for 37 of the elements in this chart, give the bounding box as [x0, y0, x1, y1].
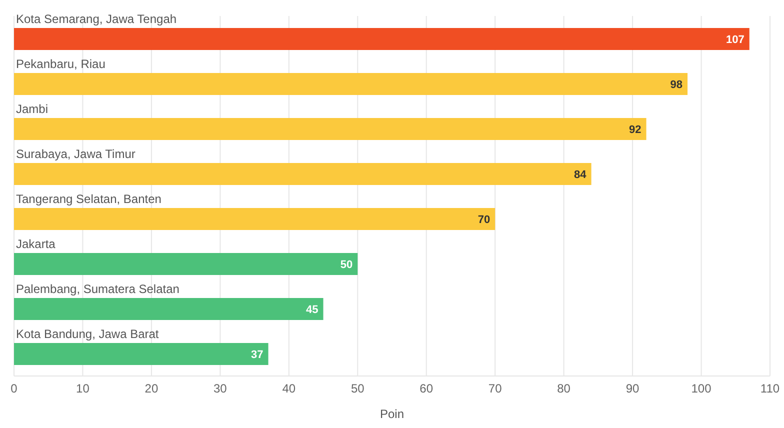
- x-tick-label: 110: [760, 382, 780, 396]
- x-tick-label: 20: [144, 382, 158, 396]
- y-tick-label: Kota Bandung, Jawa Barat: [16, 327, 160, 341]
- x-tick-label: 30: [214, 382, 228, 396]
- x-tick-label: 50: [350, 382, 365, 396]
- x-tick-label: 40: [282, 382, 296, 396]
- x-tick-label: 100: [691, 382, 712, 396]
- data-label: 45: [306, 304, 318, 316]
- y-tick-label: Jambi: [16, 102, 48, 116]
- x-axis-title: Poin: [380, 407, 404, 421]
- x-tick-label: 70: [488, 382, 502, 396]
- data-label: 92: [629, 124, 642, 136]
- data-label: 37: [251, 349, 264, 361]
- x-tick-label: 80: [557, 382, 571, 396]
- y-tick-label: Surabaya, Jawa Timur: [16, 147, 136, 161]
- bar: [14, 28, 750, 50]
- x-tick-label: 90: [626, 382, 640, 396]
- bar: [14, 118, 646, 140]
- y-tick-label: Tangerang Selatan, Banten: [16, 192, 162, 206]
- data-label: 107: [726, 34, 744, 46]
- x-tick-label: 10: [76, 382, 90, 396]
- x-tick-label: 60: [420, 382, 434, 396]
- data-label: 84: [574, 169, 588, 181]
- y-tick-label: Kota Semarang, Jawa Tengah: [16, 12, 177, 26]
- data-label: 70: [478, 214, 490, 226]
- bar: [14, 343, 268, 365]
- data-label: 98: [670, 79, 683, 91]
- y-tick-label: Palembang, Sumatera Selatan: [16, 282, 180, 296]
- bar: [14, 163, 592, 185]
- y-tick-label: Pekanbaru, Riau: [16, 57, 106, 71]
- data-label: 50: [340, 259, 353, 271]
- bar: [14, 253, 358, 275]
- y-tick-label: Jakarta: [16, 237, 56, 251]
- bar: [14, 298, 324, 320]
- x-tick-label: 0: [10, 382, 18, 396]
- bar: [14, 208, 496, 230]
- bar: [14, 73, 688, 95]
